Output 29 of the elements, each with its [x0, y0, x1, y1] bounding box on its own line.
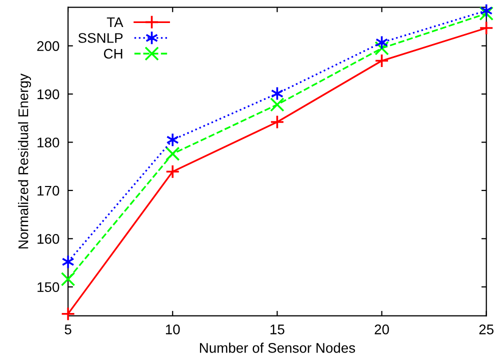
legend-label: CH — [104, 48, 122, 59]
y-tick-label: 150 — [38, 282, 60, 292]
x-axis-title: Number of Sensor Nodes — [200, 342, 356, 353]
legend-label: SSNLP — [78, 33, 123, 43]
y-tick-label: 190 — [38, 89, 60, 100]
point — [60, 272, 76, 286]
y-tick-label: 160 — [38, 234, 60, 244]
point — [270, 114, 284, 130]
x-tick-label: 20 — [374, 324, 389, 334]
point — [60, 306, 76, 322]
y-tick-label: 170 — [38, 186, 60, 196]
point — [374, 41, 389, 56]
point — [166, 132, 179, 147]
point — [480, 3, 493, 18]
point — [165, 164, 180, 179]
point — [62, 254, 74, 269]
point — [270, 97, 284, 112]
point — [165, 146, 180, 161]
legend-label: TA — [106, 17, 124, 28]
x-tick-label: 25 — [479, 324, 494, 334]
point — [374, 54, 389, 68]
point — [479, 6, 494, 21]
y-tick-label: 200 — [37, 41, 60, 51]
y-axis-title: Normalized Residual Energy — [18, 74, 31, 248]
x-tick-label: 10 — [166, 324, 180, 334]
point — [479, 20, 494, 36]
x-tick-label: 5 — [64, 324, 72, 334]
y-tick-label: 180 — [38, 138, 60, 148]
x-tick-label: 15 — [270, 324, 284, 334]
